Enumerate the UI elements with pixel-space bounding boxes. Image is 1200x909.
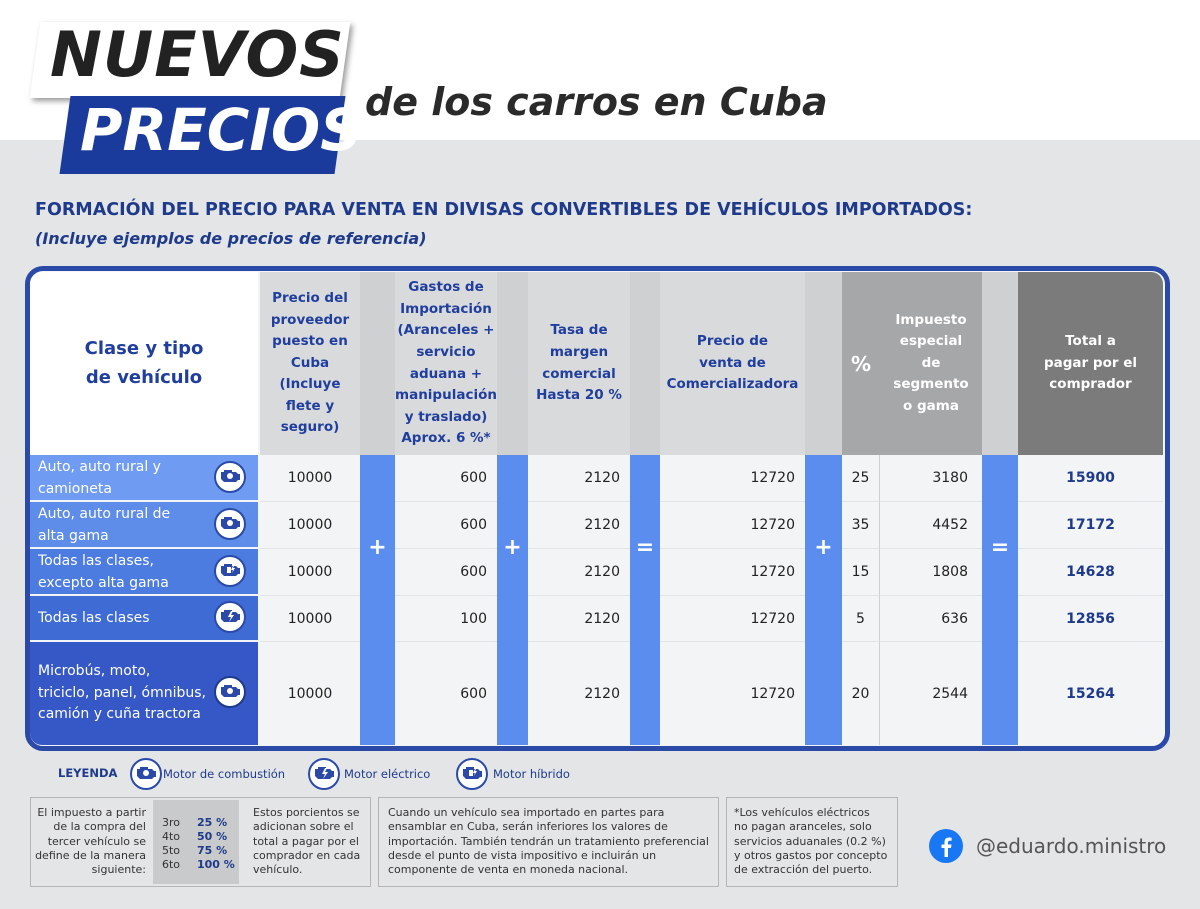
motor-icon [214, 601, 246, 633]
tiers-bg [153, 800, 239, 884]
subtitle: de los carros en Cuba [365, 80, 828, 124]
cell-value: 600 [395, 455, 497, 502]
column-header: Precio de venta de Comercializadora [660, 272, 805, 455]
tax-outro: Estos porcientos se adicionan sobre el t… [253, 806, 361, 877]
cell-value: 3180 [880, 455, 982, 502]
cell-value: 2120 [528, 596, 630, 642]
cell-value: 4452 [880, 502, 982, 549]
legend-item: Motor híbrido [493, 767, 570, 781]
cell-value: 1808 [880, 549, 982, 596]
cell-value: 2544 [932, 685, 968, 702]
tier-percent: 75 % [197, 844, 228, 857]
cell-value: 2120 [528, 455, 630, 502]
motor-icon [456, 758, 488, 790]
cell-value: 17172 [1018, 502, 1163, 549]
operator: = [635, 535, 655, 560]
cell-value: 2120 [528, 502, 630, 549]
tier-ordinal: 5to [162, 844, 181, 857]
cell-value: 100 [395, 596, 497, 642]
operator-header [497, 272, 528, 455]
tier-percent: 50 % [197, 830, 228, 843]
cell-value: 25 [842, 455, 880, 502]
motor-icon [214, 507, 246, 540]
cell-value: 636 [880, 596, 982, 642]
row-label: Auto, auto rural y camioneta [38, 458, 161, 497]
cell-value: 5 [842, 596, 880, 642]
tier-ordinal: 4to [162, 830, 181, 843]
cell-value: 10000 [260, 549, 360, 596]
column-header: % [842, 272, 880, 455]
motor-icon [214, 675, 246, 708]
operator-strip [805, 455, 842, 745]
operator-header [360, 272, 395, 455]
motor-icon [130, 758, 162, 790]
operator: + [503, 535, 522, 560]
column-header: Impuesto especial de segmento o gama [880, 272, 982, 455]
operator-strip [630, 455, 660, 745]
operator: + [368, 535, 387, 560]
cell-value: 2120 [584, 685, 620, 702]
motor-icon [214, 554, 246, 587]
row-label: Auto, auto rural de alta gama [38, 505, 171, 544]
motor-icon [308, 758, 340, 790]
motor-icon [214, 460, 246, 493]
operator: + [814, 535, 833, 560]
tier-ordinal: 3ro [162, 816, 181, 829]
cell-value: 10000 [287, 685, 333, 702]
cell-value: 12856 [1018, 596, 1163, 642]
legend-item: Motor de combustión [163, 767, 286, 781]
column-header: Gastos de Importación (Aranceles + servi… [395, 272, 497, 455]
cell-value: 15264 [1066, 685, 1115, 702]
note-box [30, 797, 371, 887]
cell-value: 14628 [1018, 549, 1163, 596]
note-box [378, 797, 719, 887]
cell-value: 10000 [260, 596, 360, 642]
cell-value: 600 [460, 685, 487, 702]
tier-percent: 25 % [197, 816, 228, 829]
cell-value: 12720 [660, 549, 805, 596]
title-line1: NUEVOS [50, 18, 345, 91]
tier-ordinal: 6to [162, 858, 181, 871]
column-header: Clase y tipo de vehículo [30, 272, 258, 455]
operator-strip [982, 455, 1018, 745]
cell-value: 600 [395, 502, 497, 549]
cell-value: 15900 [1018, 455, 1163, 502]
electric-note: *Los vehículos eléctricos no pagan aranc… [734, 806, 888, 877]
column-header: Precio del proveedor puesto en Cuba (Inc… [260, 272, 360, 455]
column-header: Tasa de margen comercial Hasta 20 % [528, 272, 630, 455]
cell-value: 10000 [260, 455, 360, 502]
operator-strip [360, 455, 395, 745]
cell-value: 12720 [750, 685, 795, 702]
facebook-icon [929, 829, 963, 863]
title-line2: PRECIOS [80, 96, 363, 164]
social-handle: @eduardo.ministro [976, 834, 1167, 858]
operator-header [805, 272, 842, 455]
row-label: Microbús, moto, triciclo, panel, ómnibus… [38, 662, 206, 723]
row-label: Todas las clases, excepto alta gama [38, 552, 169, 591]
tier-percent: 100 % [197, 858, 235, 871]
operator-header [982, 272, 1018, 455]
cell-value: 20 [842, 642, 880, 745]
column-header: Total a pagar por el comprador [1018, 272, 1163, 455]
cell-value: 12720 [660, 455, 805, 502]
cell-value: 12720 [660, 596, 805, 642]
legend-title: LEYENDA [58, 766, 118, 780]
cell-value: 2120 [528, 549, 630, 596]
cell-value: 15 [842, 549, 880, 596]
tax-intro: El impuesto a partir de la compra del te… [35, 806, 146, 877]
heading: FORMACIÓN DEL PRECIO PARA VENTA EN DIVIS… [35, 200, 973, 220]
heading-sub: (Incluye ejemplos de precios de referenc… [35, 229, 427, 248]
cell-value: 12720 [660, 502, 805, 549]
cell-value: 10000 [260, 502, 360, 549]
operator: = [990, 535, 1010, 560]
row-label: Todas las clases [38, 610, 150, 627]
operator-strip [497, 455, 528, 745]
note-box [726, 797, 898, 887]
legend-item: Motor eléctrico [344, 767, 431, 781]
parts-note: Cuando un vehículo sea importado en part… [388, 806, 709, 877]
cell-value: 600 [395, 549, 497, 596]
operator-header [630, 272, 660, 455]
cell-value: 35 [842, 502, 880, 549]
